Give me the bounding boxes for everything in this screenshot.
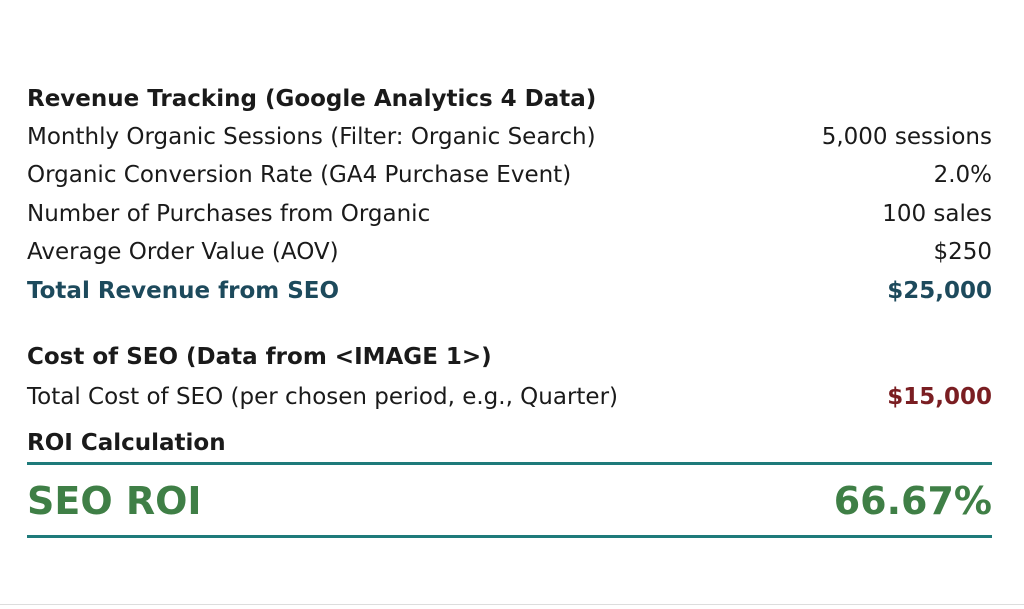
label: Monthly Organic Sessions (Filter: Organi… bbox=[27, 124, 596, 150]
rule bbox=[27, 535, 992, 538]
section-heading: Cost of SEO (Data from <IMAGE 1>) bbox=[27, 340, 992, 374]
value: 100 sales bbox=[882, 201, 992, 227]
label: Total Revenue from SEO bbox=[27, 278, 340, 304]
heading: Cost of SEO (Data from <IMAGE 1>) bbox=[27, 344, 492, 370]
row: Total Cost of SEO (per chosen period, e.… bbox=[27, 380, 992, 414]
label: Number of Purchases from Organic bbox=[27, 201, 431, 227]
value: 66.67% bbox=[833, 479, 992, 523]
divider bbox=[0, 604, 1024, 605]
heading: Revenue Tracking (Google Analytics 4 Dat… bbox=[27, 86, 597, 112]
row: Organic Conversion Rate (GA4 Purchase Ev… bbox=[27, 158, 992, 192]
value: $15,000 bbox=[887, 384, 992, 410]
rule bbox=[27, 462, 992, 465]
label: Organic Conversion Rate (GA4 Purchase Ev… bbox=[27, 162, 572, 188]
heading: ROI Calculation bbox=[27, 430, 226, 456]
value: 2.0% bbox=[933, 162, 992, 188]
label: Average Order Value (AOV) bbox=[27, 239, 339, 265]
roi-row: SEO ROI 66.67% bbox=[27, 474, 992, 528]
value: 5,000 sessions bbox=[821, 124, 992, 150]
label: SEO ROI bbox=[27, 479, 202, 523]
value: $250 bbox=[933, 239, 992, 265]
label: Total Cost of SEO (per chosen period, e.… bbox=[27, 384, 619, 410]
section-heading: Revenue Tracking (Google Analytics 4 Dat… bbox=[27, 82, 992, 116]
row: Number of Purchases from Organic 100 sale… bbox=[27, 197, 992, 231]
total-row: Total Revenue from SEO $25,000 bbox=[27, 274, 992, 308]
value: $25,000 bbox=[887, 278, 992, 304]
row: Average Order Value (AOV) $250 bbox=[27, 235, 992, 269]
section-heading: ROI Calculation bbox=[27, 426, 992, 460]
row: Monthly Organic Sessions (Filter: Organi… bbox=[27, 120, 992, 154]
